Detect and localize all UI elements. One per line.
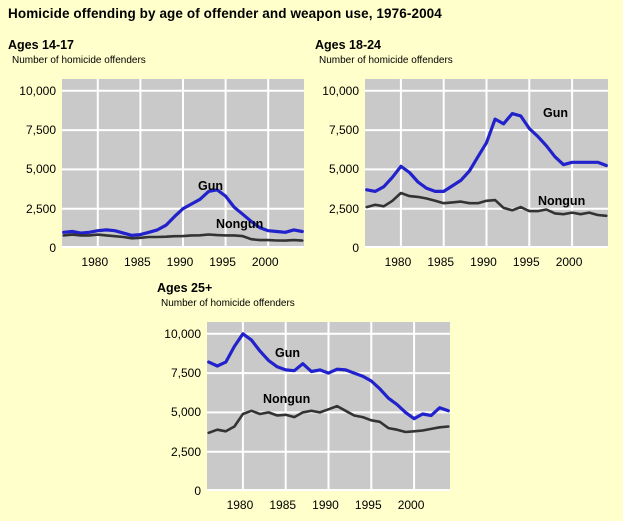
plot-area [365,79,608,248]
x-tick-label: 1980 [81,255,109,269]
y-tick-label: 5,000 [170,405,201,420]
y-tick-label: 2,500 [328,201,359,216]
plot-background [207,322,450,491]
x-tick-label: 2000 [251,255,279,269]
chart-title: Ages 25+ [157,281,213,295]
figure-title: Homicide offending by age of offender an… [8,6,442,21]
x-tick-label: 1980 [226,498,254,512]
series-label-gun: Gun [275,346,300,360]
plot-area [62,79,304,248]
y-tick-label: 10,000 [164,326,201,341]
y-tick-label: 7,500 [170,366,201,381]
y-tick-label: 2,500 [25,201,56,216]
y-tick-label: 10,000 [322,83,359,98]
series-label-gun: Gun [198,179,223,193]
series-line-nongun [207,404,450,435]
x-tick-label: 1980 [384,255,412,269]
series-line-nongun [62,233,304,242]
y-tick-label: 7,500 [328,123,359,138]
series-line-gun [365,111,608,194]
axis-caption: Number of homicide offenders [319,55,453,66]
series-line-gun [62,188,304,237]
plot-background [62,79,304,248]
series-line-nongun [365,191,608,218]
plot-area [207,322,450,491]
x-tick-label: 1995 [209,255,236,269]
y-tick-label: 0 [352,241,359,255]
x-tick-label: 1990 [312,498,339,512]
y-tick-label: 2,500 [170,444,201,459]
series-line-gun [207,332,450,421]
axis-caption: Number of homicide offenders [12,55,146,66]
series-label-nongun: Nongun [538,194,586,208]
x-tick-label: 1990 [166,255,194,269]
axis-caption: Number of homicide offenders [161,298,295,309]
x-tick-label: 1995 [512,255,540,269]
x-tick-label: 1985 [269,498,297,512]
x-tick-label: 1990 [470,255,497,269]
x-tick-label: 1985 [124,255,151,269]
plot-background [365,79,608,248]
x-tick-label: 1985 [427,255,455,269]
x-tick-label: 2000 [397,498,425,512]
y-tick-label: 0 [194,484,201,498]
y-tick-label: 7,500 [25,123,56,138]
x-tick-label: 2000 [555,255,583,269]
y-tick-label: 0 [49,241,56,255]
x-tick-label: 1995 [354,498,382,512]
y-tick-label: 10,000 [19,83,56,98]
chart-title: Ages 18-24 [315,38,382,52]
y-tick-label: 5,000 [25,162,56,177]
series-label-nongun: Nongun [216,217,264,231]
y-tick-label: 5,000 [328,162,359,177]
series-label-nongun: Nongun [263,392,311,406]
series-label-gun: Gun [543,106,568,120]
chart-title: Ages 14-17 [8,38,75,52]
